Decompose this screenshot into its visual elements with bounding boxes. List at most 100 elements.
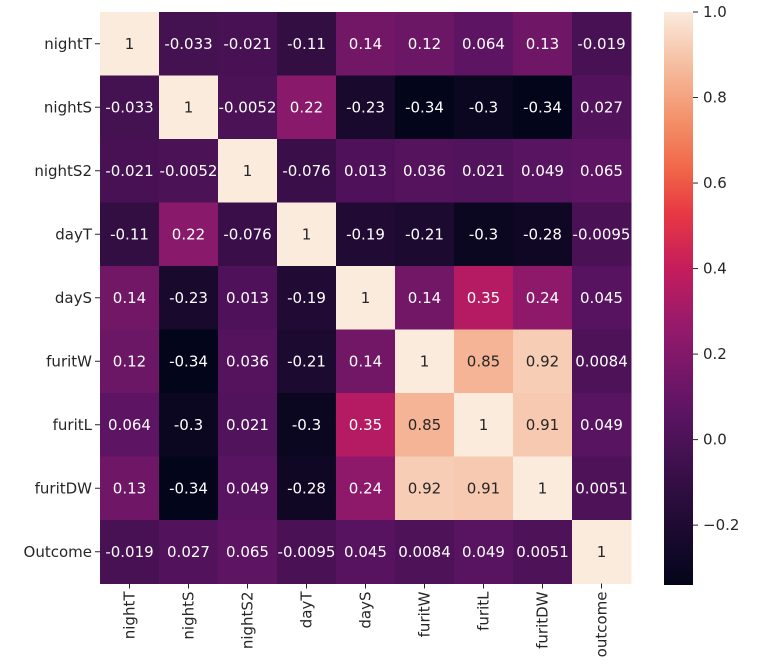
heatmap-cell <box>454 139 514 203</box>
heatmap-cell <box>513 456 573 521</box>
heatmap-cell <box>454 393 514 457</box>
heatmap-cell <box>513 12 573 76</box>
cell-value-label: 0.0051 <box>575 479 628 497</box>
heatmap-cell <box>277 456 337 521</box>
heatmap-cell <box>159 329 219 394</box>
cell-value-label: 0.065 <box>226 543 269 561</box>
cell-value-label: -0.34 <box>405 98 444 116</box>
cell-value-label: 0.24 <box>526 289 559 307</box>
cell-value-label: 0.0084 <box>575 352 628 370</box>
heatmap-cell <box>454 75 514 140</box>
cell-value-label: -0.11 <box>287 35 326 53</box>
cell-value-label: -0.3 <box>469 225 498 243</box>
cell-value-label: 1 <box>302 225 312 243</box>
cell-value-label: -0.19 <box>346 225 385 243</box>
y-tick-label: dayS <box>55 289 92 307</box>
x-tick-label: nightS <box>180 592 198 640</box>
heatmap-cell <box>100 329 160 394</box>
cell-value-label: 0.027 <box>580 98 623 116</box>
heatmap-cell <box>159 266 219 330</box>
heatmap-cell <box>513 266 573 330</box>
heatmap-cell <box>395 139 455 203</box>
heatmap-cell <box>454 520 514 584</box>
heatmap-cell <box>218 12 278 76</box>
cell-value-label: 0.92 <box>526 352 559 370</box>
cell-value-label: -0.0095 <box>573 225 631 243</box>
heatmap-cell <box>513 329 573 394</box>
cell-value-label: 0.14 <box>408 289 441 307</box>
cell-value-label: 0.14 <box>349 35 382 53</box>
heatmap-cell <box>277 139 337 203</box>
colorbar-tick-label: 0.0 <box>703 431 727 449</box>
heatmap-cell <box>336 456 396 521</box>
heatmap-cell <box>100 202 160 267</box>
heatmap-cell <box>100 393 160 457</box>
heatmap-cell <box>395 266 455 330</box>
cell-value-label: 1 <box>125 35 135 53</box>
cell-value-label: 0.92 <box>408 479 441 497</box>
x-tick-label: outcome <box>593 592 611 658</box>
cell-value-label: 0.35 <box>349 416 382 434</box>
cell-value-label: -0.019 <box>105 543 153 561</box>
heatmap-cell <box>572 520 632 584</box>
x-tick-label: nightT <box>121 591 139 640</box>
heatmap-cell <box>100 520 160 584</box>
heatmap-cell <box>395 456 455 521</box>
heatmap-cell <box>395 75 455 140</box>
cell-value-label: -0.0052 <box>219 98 277 116</box>
y-tick-label: furitL <box>53 416 93 434</box>
cell-value-label: 0.021 <box>226 416 269 434</box>
cell-value-label: 0.036 <box>226 352 269 370</box>
heatmap-cell <box>336 266 396 330</box>
colorbar: −0.2 0.0 0.2 0.4 0.6 0.8 1.0 <box>664 3 739 585</box>
heatmap-cell <box>572 393 632 457</box>
heatmap-cell <box>159 520 219 584</box>
heatmap-cell <box>395 393 455 457</box>
heatmap-cell <box>513 393 573 457</box>
y-tick-label: Outcome <box>24 543 92 561</box>
cell-value-label: 0.0051 <box>516 543 569 561</box>
cell-value-label: -0.3 <box>469 98 498 116</box>
cell-value-label: 1 <box>243 162 253 180</box>
cell-value-label: 0.14 <box>113 289 146 307</box>
heatmap-cell <box>159 393 219 457</box>
heatmap-cell <box>218 202 278 267</box>
cell-value-label: -0.3 <box>292 416 321 434</box>
heatmap-cell <box>336 520 396 584</box>
cell-value-label: 0.021 <box>462 162 505 180</box>
cell-value-label: 1 <box>420 352 430 370</box>
heatmap-cell <box>513 520 573 584</box>
colorbar-tick-label: 0.6 <box>703 174 727 192</box>
colorbar-tick-label: 0.8 <box>703 89 727 107</box>
cell-value-label: 0.91 <box>467 479 500 497</box>
heatmap-cell <box>277 393 337 457</box>
heatmap-cell <box>395 202 455 267</box>
cell-value-label: 1 <box>597 543 607 561</box>
cell-value-label: 0.064 <box>462 35 505 53</box>
cell-value-label: 0.22 <box>172 225 205 243</box>
heatmap-cell <box>218 75 278 140</box>
cell-value-label: 1 <box>361 289 371 307</box>
cell-value-label: -0.28 <box>287 479 326 497</box>
cell-value-label: -0.34 <box>523 98 562 116</box>
heatmap-cell <box>336 12 396 76</box>
cell-value-label: -0.0095 <box>278 543 336 561</box>
heatmap-cell <box>572 12 632 76</box>
cell-value-label: 0.013 <box>344 162 387 180</box>
cell-value-label: 0.065 <box>580 162 623 180</box>
cell-value-label: -0.19 <box>287 289 326 307</box>
heatmap-cell <box>159 202 219 267</box>
heatmap-cell <box>572 202 632 267</box>
cell-value-label: -0.076 <box>282 162 330 180</box>
cell-value-label: -0.033 <box>164 35 212 53</box>
heatmap-cell <box>100 266 160 330</box>
heatmap-cell <box>159 139 219 203</box>
y-tick-label: nightS <box>44 98 92 116</box>
y-tick-label: furitDW <box>35 479 93 497</box>
heatmap-cell <box>159 12 219 76</box>
cell-value-label: 0.049 <box>521 162 564 180</box>
heatmap-cell <box>277 202 337 267</box>
y-tick-label: nightT <box>44 35 93 53</box>
heatmap-cell <box>277 12 337 76</box>
